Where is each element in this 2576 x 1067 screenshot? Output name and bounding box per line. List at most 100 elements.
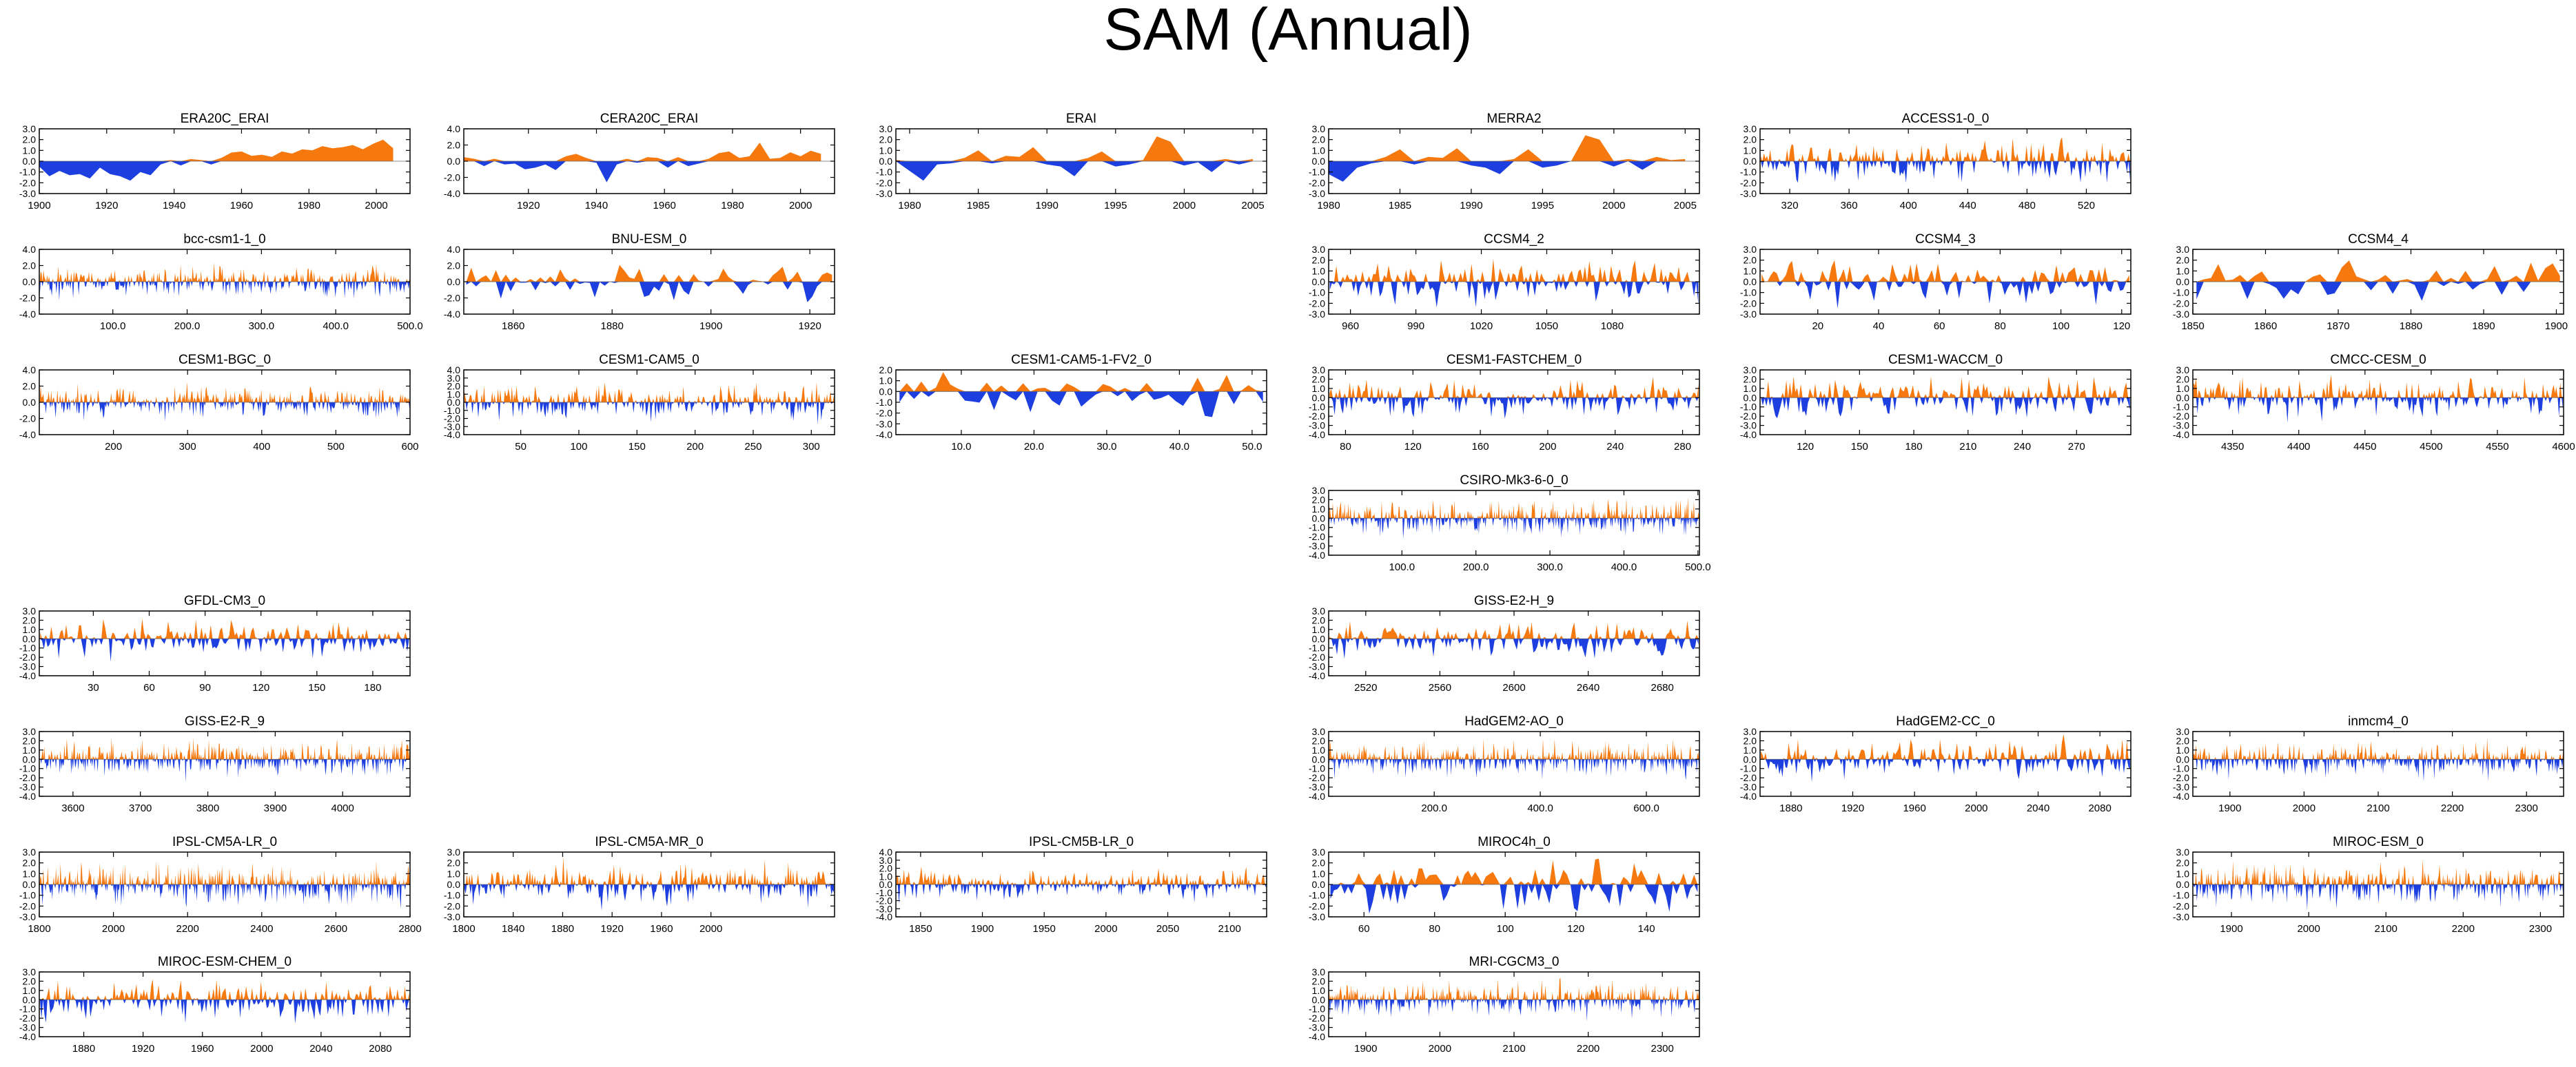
y-tick-label: 2.0 [1312, 975, 1326, 986]
x-tick-label: 2000 [250, 1043, 273, 1055]
x-tick-label: 2520 [1354, 682, 1377, 694]
y-tick-label: -1.0 [1309, 1004, 1325, 1015]
y-tick-label: 0.0 [1312, 994, 1326, 1005]
x-tick-label: 2200 [1577, 1043, 1599, 1055]
x-tick-label: 1980 [298, 200, 320, 211]
y-tick-label: 3.0 [1312, 726, 1326, 737]
negative-area [464, 161, 821, 183]
y-tick-label: 2.0 [23, 735, 37, 746]
x-tick-label: 2600 [1502, 682, 1525, 694]
x-tick-label: 270 [2068, 441, 2085, 453]
x-tick-label: 360 [1841, 200, 1858, 211]
y-tick-label: 0.0 [23, 397, 37, 408]
x-tick-label: 200.0 [174, 320, 201, 332]
y-tick-label: 0.0 [1312, 276, 1326, 287]
x-tick-label: 1960 [650, 923, 673, 935]
x-tick-label: 2000 [1173, 200, 1196, 211]
y-tick-label: -2.0 [1309, 531, 1325, 542]
plot-frame [1759, 731, 2132, 797]
x-tick-label: 2300 [1651, 1043, 1674, 1055]
x-tick-label: 1950 [1033, 923, 1056, 935]
x-tick-label: 1900 [2545, 320, 2568, 332]
negative-area [1329, 161, 1686, 182]
x-tick-label: 320 [1781, 200, 1799, 211]
y-tick-label: -1.0 [1309, 287, 1325, 298]
x-tick-label: 120 [252, 682, 269, 694]
panel-cesm1-cam5_0: CESM1-CAM5_0 4.03.02.01.00.0-1.0-2.0-3.0-… [444, 353, 835, 453]
panel-access1-0_0: ACCESS1-0_0 3.02.01.00.0-1.0-2.0-3.0 320 36… [1740, 112, 2132, 211]
x-tick-label: 2000 [2293, 802, 2316, 814]
x-tick-label: 3800 [196, 802, 219, 814]
x-tick-label: 1920 [517, 200, 540, 211]
y-tick-label: -4.0 [1309, 1031, 1325, 1042]
panel-title: GFDL-CM3_0 [184, 594, 265, 608]
x-tick-label: 2040 [309, 1043, 332, 1055]
positive-area [1761, 734, 2130, 760]
negative-area [2193, 884, 2564, 911]
y-tick-label: 2.0 [2176, 735, 2190, 746]
y-tick-label: 0.0 [1312, 512, 1326, 524]
y-tick-label: 2.0 [1312, 134, 1326, 145]
x-tick-label: 210 [1959, 441, 1976, 453]
plot-frame [2192, 369, 2564, 435]
negative-area [1329, 999, 1699, 1022]
positive-area [2193, 738, 2564, 760]
y-tick-label: -4.0 [1309, 550, 1325, 561]
negative-area [1329, 639, 1699, 659]
x-tick-label: 1990 [1460, 200, 1482, 211]
x-tick-label: 2200 [2452, 923, 2475, 935]
negative-area [2193, 759, 2564, 782]
x-tick-label: 600.0 [1633, 802, 1659, 814]
x-tick-label: 2000 [699, 923, 722, 935]
y-tick-label: 1.0 [879, 375, 893, 386]
x-tick-label: 1020 [1470, 320, 1493, 332]
y-tick-label: -2.0 [1740, 177, 1757, 188]
y-tick-label: -3.0 [2173, 782, 2189, 793]
y-tick-label: -4.0 [19, 1031, 36, 1042]
x-tick-label: 2400 [250, 923, 273, 935]
positive-area [39, 262, 410, 282]
y-tick-label: -1.0 [1740, 287, 1757, 298]
positive-area [2196, 260, 2560, 282]
y-tick-label: 1.0 [447, 389, 461, 400]
negative-area [1761, 759, 2130, 783]
panel-title: CERA20C_ERAI [600, 112, 699, 126]
y-tick-label: 1.0 [1312, 985, 1326, 996]
x-tick-label: 250 [744, 441, 761, 453]
x-tick-label: 4500 [2420, 441, 2442, 453]
x-tick-label: 2800 [398, 923, 421, 935]
panel-title: CESM1-WACCM_0 [1888, 353, 2003, 367]
panel-title: CESM1-FASTCHEM_0 [1447, 353, 1582, 367]
y-tick-label: -1.0 [2173, 402, 2189, 413]
x-tick-label: 1920 [1841, 802, 1864, 814]
x-tick-label: 200.0 [1421, 802, 1447, 814]
y-tick-label: 0.0 [1312, 879, 1326, 890]
x-tick-label: 1940 [163, 200, 185, 211]
x-tick-label: 1880 [72, 1043, 95, 1055]
negative-area [464, 884, 835, 911]
y-tick-label: 1.0 [879, 871, 893, 882]
x-tick-label: 1080 [1601, 320, 1624, 332]
y-tick-label: -4.0 [1309, 670, 1325, 681]
x-tick-label: 100 [570, 441, 587, 453]
x-tick-label: 200 [686, 441, 704, 453]
y-tick-label: 2.0 [2176, 858, 2190, 869]
y-tick-label: 3.0 [2176, 847, 2190, 858]
panel-title: CCSM4_4 [2348, 232, 2409, 247]
y-tick-label: 3.0 [1744, 364, 1757, 375]
y-tick-label: 0.0 [447, 397, 461, 408]
negative-area [1761, 397, 2130, 419]
y-tick-label: 0.0 [1312, 392, 1326, 403]
y-tick-label: 3.0 [1312, 966, 1326, 977]
y-tick-label: 1.0 [23, 868, 37, 879]
plot-frame [39, 731, 411, 797]
y-tick-label: 4.0 [447, 364, 461, 375]
panel-ccsm4_3: CCSM4_3 3.02.01.00.0-1.0-2.0-3.0 20 40 60 80 1… [1740, 232, 2132, 332]
x-tick-label: 80 [1340, 441, 1351, 453]
x-tick-label: 280 [1674, 441, 1691, 453]
y-tick-label: -3.0 [1309, 782, 1325, 793]
y-tick-label: -1.0 [1740, 402, 1757, 413]
